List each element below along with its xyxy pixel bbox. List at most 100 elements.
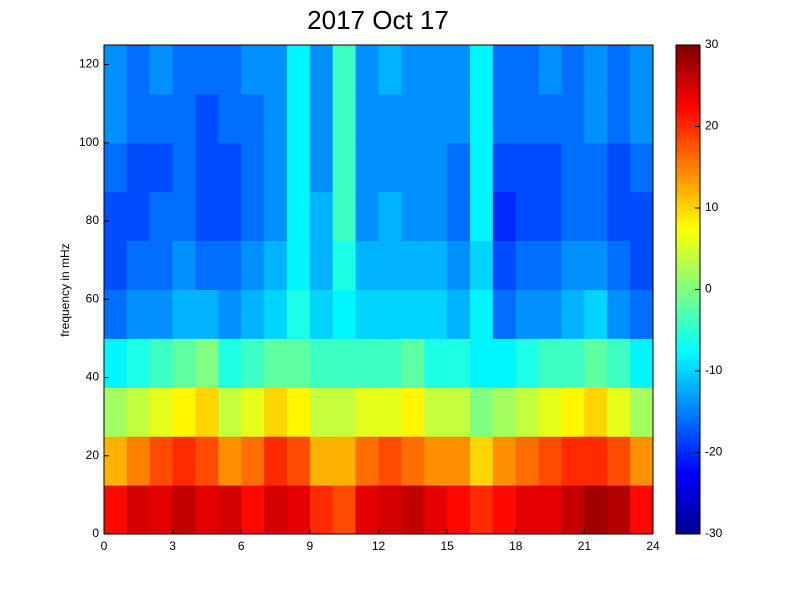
colorbar-tick-label: 0 [705, 282, 712, 296]
x-tick-label: 15 [440, 539, 454, 553]
heatmap-cell [561, 387, 585, 437]
heatmap-cell [309, 485, 334, 535]
heatmap-cell [401, 436, 425, 486]
heatmap-cell [218, 240, 242, 290]
heatmap-cell [607, 387, 631, 437]
heatmap-cell [607, 436, 631, 486]
heatmap-cell [264, 191, 288, 242]
heatmap-cell [492, 142, 517, 193]
heatmap-cell [424, 45, 448, 95]
heatmap-cell [470, 338, 494, 388]
heatmap-cell [241, 191, 265, 242]
heatmap-cell [584, 338, 608, 388]
heatmap-cell [515, 436, 540, 486]
heatmap-cell [607, 191, 631, 242]
heatmap-cell [218, 191, 242, 242]
heatmap-cell [309, 289, 334, 339]
heatmap-cell [104, 191, 128, 242]
heatmap-cell [447, 338, 471, 388]
heatmap-cell [378, 338, 402, 388]
heatmap-cell [470, 45, 494, 95]
heatmap-cell [424, 240, 448, 290]
heatmap-cell [104, 45, 128, 95]
y-axis-label: frequency in mHz [58, 243, 72, 336]
heatmap-cell [630, 45, 654, 95]
heatmap-cell [424, 289, 448, 339]
heatmap-cell [470, 142, 494, 193]
heatmap-cell [126, 191, 151, 242]
colorbar-tick-label: 30 [705, 37, 719, 51]
heatmap-cell [195, 93, 219, 144]
heatmap-cell [149, 387, 174, 437]
heatmap-cell [447, 387, 471, 437]
heatmap-cell [401, 142, 425, 193]
heatmap-cell [218, 45, 242, 95]
heatmap-cell [104, 338, 128, 388]
heatmap-cell [492, 93, 517, 144]
heatmap-cell [561, 45, 585, 95]
heatmap-cell [355, 436, 379, 486]
heatmap-cell [401, 93, 425, 144]
heatmap-cell [378, 93, 402, 144]
heatmap-cell [355, 45, 379, 95]
heatmap-cell [309, 240, 334, 290]
heatmap-cell [264, 142, 288, 193]
heatmap-cell [538, 387, 562, 437]
heatmap-cell [104, 485, 128, 535]
heatmap-cell [332, 338, 357, 388]
x-tick-label: 21 [578, 539, 592, 553]
heatmap-cell [561, 338, 585, 388]
heatmap-cell [332, 45, 357, 95]
heatmap-cell [149, 338, 174, 388]
y-tick-label: 40 [86, 370, 100, 384]
heatmap-cell [424, 142, 448, 193]
heatmap-cell [309, 338, 334, 388]
heatmap [104, 45, 654, 535]
heatmap-cell [104, 387, 128, 437]
heatmap-cell [607, 142, 631, 193]
heatmap-cell [538, 45, 562, 95]
heatmap-cell [561, 289, 585, 339]
heatmap-cell [264, 338, 288, 388]
heatmap-cell [561, 436, 585, 486]
heatmap-cell [492, 485, 517, 535]
heatmap-cell [424, 338, 448, 388]
heatmap-cell [172, 191, 196, 242]
heatmap-cell [195, 387, 219, 437]
heatmap-cell [492, 289, 517, 339]
heatmap-cell [470, 485, 494, 535]
heatmap-cell [470, 289, 494, 339]
heatmap-cell [538, 93, 562, 144]
heatmap-cell [584, 45, 608, 95]
heatmap-cell [172, 240, 196, 290]
heatmap-cell [104, 436, 128, 486]
heatmap-cell [401, 240, 425, 290]
heatmap-cell [126, 485, 151, 535]
heatmap-cell [607, 485, 631, 535]
x-tick-label: 24 [646, 539, 660, 553]
colorbar-tick-label: -20 [705, 445, 723, 459]
heatmap-cell [561, 240, 585, 290]
heatmap-cell [561, 485, 585, 535]
heatmap-cell [447, 485, 471, 535]
heatmap-cell [287, 485, 311, 535]
heatmap-cell [218, 485, 242, 535]
heatmap-cell [447, 289, 471, 339]
heatmap-cell [126, 240, 151, 290]
heatmap-cell [149, 240, 174, 290]
heatmap-cell [332, 93, 357, 144]
heatmap-cell [515, 45, 540, 95]
heatmap-cell [332, 191, 357, 242]
heatmap-cell [561, 191, 585, 242]
heatmap-cell [241, 240, 265, 290]
heatmap-cell [287, 93, 311, 144]
heatmap-cell [241, 142, 265, 193]
heatmap-cell [630, 338, 654, 388]
heatmap-cell [172, 45, 196, 95]
heatmap-cell [218, 289, 242, 339]
heatmap-cell [355, 387, 379, 437]
heatmap-cell [126, 387, 151, 437]
heatmap-cell [264, 289, 288, 339]
heatmap-cell [264, 436, 288, 486]
heatmap-cell [149, 93, 174, 144]
